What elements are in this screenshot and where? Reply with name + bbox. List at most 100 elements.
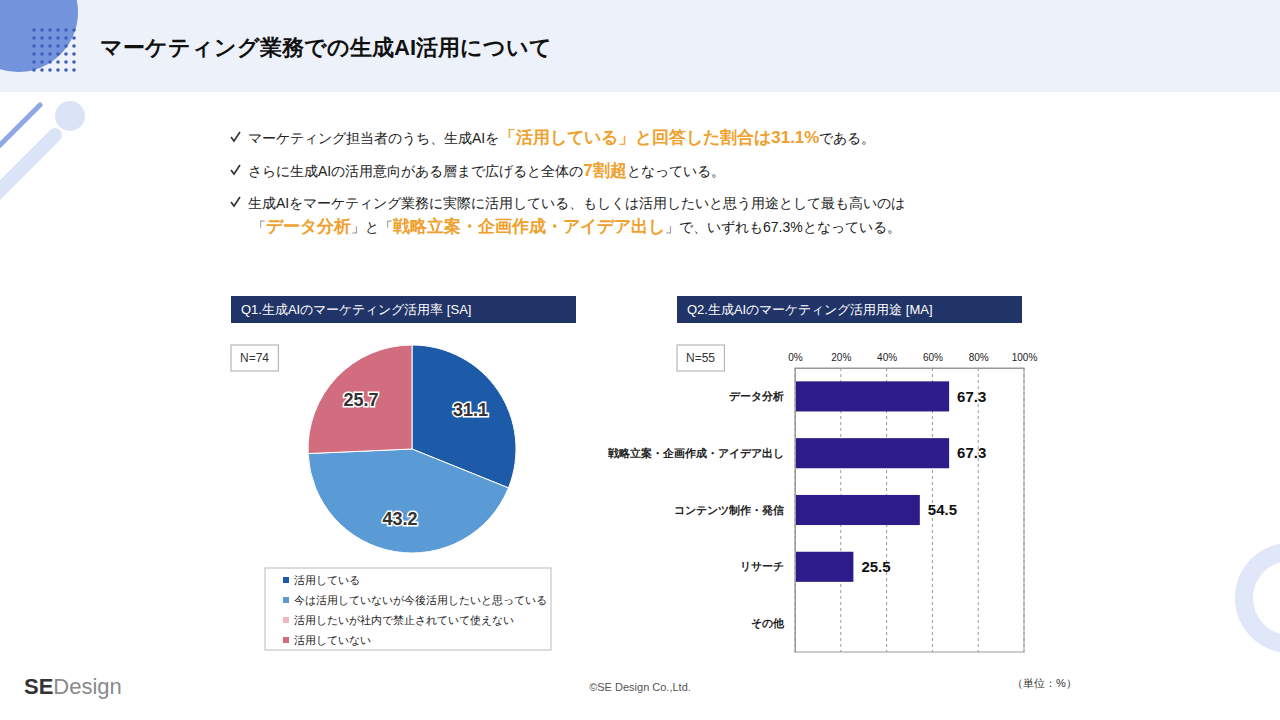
tick: リサーチ [740, 560, 795, 572]
bullet-text: 」と「 [351, 219, 393, 235]
axis-line [796, 368, 1025, 369]
bullet-check [231, 132, 240, 141]
bullet-line: 生成AIをマーケティング業務に実際に活用している、もしくは活用したいと思う用途と… [248, 195, 905, 211]
tick: 100% [1012, 352, 1038, 368]
tick-label: 60% [923, 352, 943, 363]
bar [795, 438, 949, 468]
deco-line [0, 135, 55, 195]
bullet-text: さらに生成AIの活用意向がある層まで広げると全体の [248, 163, 583, 179]
deco-dot [72, 60, 76, 64]
tick: コンテンツ制作・発信 [674, 504, 795, 516]
deco-dot [40, 44, 44, 48]
legend-swatch [283, 637, 289, 643]
panel-title-bg [231, 296, 576, 323]
deco-dots [32, 28, 76, 72]
slide-title: マーケティング業務での生成AI活用について [100, 35, 552, 60]
bar [795, 381, 949, 411]
deco-dot [32, 28, 36, 32]
legend-swatch [283, 617, 289, 623]
deco-dot [40, 28, 44, 32]
bullet-check [231, 165, 240, 174]
deco-dot [48, 44, 52, 48]
data-label: 31.1 [453, 400, 488, 420]
bar [795, 495, 920, 525]
deco-dot [72, 28, 76, 32]
deco-dot [64, 28, 68, 32]
deco-dot [32, 52, 36, 56]
deco-dot [40, 60, 44, 64]
bullet-text: 生成AIをマーケティング業務に実際に活用している、もしくは活用したいと思う用途と… [248, 195, 905, 211]
deco-dot [64, 52, 68, 56]
sample-size-box [231, 345, 278, 371]
category-label: リサーチ [740, 560, 784, 572]
deco-dot [40, 36, 44, 40]
bullet-emphasis: 7割超 [583, 161, 626, 180]
bullet-text: となっている。 [627, 163, 725, 179]
bullet-line: さらに生成AIの活用意向がある層まで広げると全体の7割超となっている。 [248, 161, 725, 180]
y-axis: データ分析戦略立案・企画作成・アイデア出しコンテンツ制作・発信リサーチその他 [607, 369, 796, 653]
category-label: その他 [751, 617, 785, 630]
category-label: コンテンツ制作・発信 [674, 504, 784, 516]
deco-dot [32, 36, 36, 40]
plot-frame [795, 368, 1024, 652]
tick: 20% [831, 352, 851, 368]
legend-label: 活用している [294, 574, 360, 586]
tick-label: 0% [788, 352, 803, 363]
tick-label: 100% [1012, 352, 1038, 363]
deco-dot [40, 52, 44, 56]
deco-dot [48, 60, 52, 64]
deco-dot [32, 68, 36, 72]
deco-dot [64, 36, 68, 40]
deco-dot [72, 36, 76, 40]
pie-slice [308, 345, 412, 454]
legend-label: 活用していない [294, 634, 371, 646]
deco-dot [56, 44, 60, 48]
deco-dot [64, 68, 68, 72]
bullet-text: マーケティング担当者のうち、生成AIを [248, 130, 499, 146]
tick: 0% [788, 352, 803, 368]
grid-line [1024, 368, 1025, 652]
axis-line [795, 369, 796, 653]
sample-size-box [677, 345, 724, 371]
deco-dot [64, 44, 68, 48]
data-label: 25.7 [343, 390, 378, 410]
panel-title: Q1.生成AIのマーケティング活用率 [SA] [241, 302, 471, 317]
category-label: 戦略立案・企画作成・アイデア出し [607, 447, 784, 459]
tick-label: 40% [877, 352, 897, 363]
copyright: ©SE Design Co.,Ltd. [589, 681, 691, 693]
logo-part: Design [53, 674, 121, 699]
panel-title-bg [677, 296, 1022, 323]
deco-dot [72, 52, 76, 56]
deco-dot [56, 52, 60, 56]
bullet-emphasis: データ分析 [266, 217, 351, 236]
bullet-line: マーケティング担当者のうち、生成AIを「活用している」と回答した割合は31.1%… [248, 128, 875, 147]
legend-swatch [283, 597, 289, 603]
logo: SEDesign [24, 674, 122, 699]
bar [795, 552, 853, 582]
legend-label: 今は活用していないが今後活用したいと思っている [294, 594, 547, 606]
legend: 活用している今は活用していないが今後活用したいと思っている活用したいが社内で禁止… [265, 568, 551, 650]
deco-dot [32, 60, 36, 64]
tick: 戦略立案・企画作成・アイデア出し [607, 447, 795, 459]
tick: データ分析 [729, 390, 795, 402]
deco-dot [72, 44, 76, 48]
grid-line [795, 368, 796, 652]
legend-box [265, 568, 551, 650]
header-band [0, 0, 1280, 92]
deco-dot [64, 60, 68, 64]
bullet-text: である。 [819, 130, 875, 146]
bars [795, 381, 949, 582]
tick-label: 80% [969, 352, 989, 363]
tick: 40% [877, 352, 897, 368]
deco-ring [1244, 552, 1280, 644]
deco-dot [48, 52, 52, 56]
tick: 60% [923, 352, 943, 368]
category-label: データ分析 [729, 390, 784, 402]
data-label: 43.2 [383, 509, 418, 529]
data-label: 67.3 [957, 444, 986, 461]
deco-dot [48, 28, 52, 32]
bullet-emphasis: 戦略立案・企画作成・アイデア出し [392, 216, 665, 236]
logo-part: SE [24, 674, 53, 699]
unit-note: （単位：%） [1012, 677, 1077, 689]
tick: その他 [751, 617, 795, 630]
